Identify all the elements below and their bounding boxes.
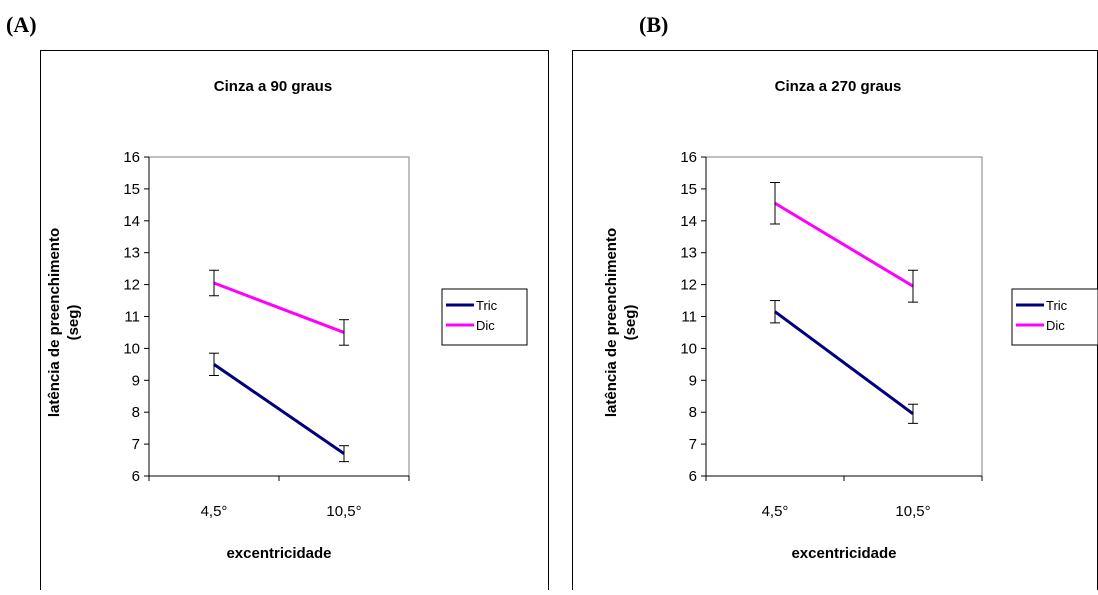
error-bar xyxy=(770,182,780,225)
y-tick-label: 11 xyxy=(124,309,140,326)
chart-svg-a: Cinza a 90 graus 6 7 8 9 10 11 12 13 14 15 16 4,5° 10… xyxy=(40,50,549,590)
y-tick-label: 8 xyxy=(132,404,140,421)
y-tick-label: 9 xyxy=(689,372,697,389)
y-tick-label: 11 xyxy=(681,309,697,326)
y-axis-label: latência de preenchimento xyxy=(603,228,620,417)
y-tick-label: 13 xyxy=(680,245,697,262)
legend-label-tric: Tric xyxy=(1046,298,1068,313)
legend-label-dic: Dic xyxy=(476,318,495,333)
chart-title: Cinza a 90 graus xyxy=(214,78,332,95)
y-tick-label: 14 xyxy=(123,213,140,230)
error-bar xyxy=(339,319,349,346)
chart-frame xyxy=(40,50,549,590)
chart-svg-b: Cinza a 270 graus 6 7 8 9 10 11 12 13 14 15 16 4,5° 1… xyxy=(572,50,1098,590)
y-tick-label: 15 xyxy=(123,181,140,198)
legend: Tric Dic xyxy=(1011,288,1098,346)
y-tick-label: 16 xyxy=(123,149,140,166)
y-axis-label: latência de preenchimento xyxy=(46,228,63,417)
series-line-dic xyxy=(774,201,914,288)
y-tick-label: 13 xyxy=(123,245,140,262)
y-tick-label: 16 xyxy=(680,149,697,166)
y-tick-label: 12 xyxy=(680,277,697,294)
error-bar xyxy=(209,269,219,297)
chart-panel-a: Cinza a 90 graus 6 7 8 9 10 11 12 13 14 15 16 4,5° 10… xyxy=(40,50,549,595)
chart-title: Cinza a 270 graus xyxy=(775,78,902,95)
x-tick-label: 10,5° xyxy=(895,503,930,520)
plot-area xyxy=(705,156,983,477)
y-tick-label: 8 xyxy=(689,404,697,421)
panel-label-a: (A) xyxy=(6,12,37,37)
legend-label-tric: Tric xyxy=(476,298,498,313)
x-axis-label: excentricidade xyxy=(226,545,331,562)
x-tick-label: 4,5° xyxy=(201,503,228,520)
y-tick-label: 7 xyxy=(689,436,697,453)
y-tick-label: 9 xyxy=(132,372,140,389)
y-tick-label: 14 xyxy=(680,213,697,230)
legend-label-dic: Dic xyxy=(1046,318,1065,333)
y-axis-label-unit: (seg) xyxy=(65,305,82,341)
y-tick-label: 7 xyxy=(132,436,140,453)
y-tick-label: 15 xyxy=(680,181,697,198)
x-tick-label: 4,5° xyxy=(762,503,789,520)
y-tick-label: 6 xyxy=(689,468,697,485)
error-bar xyxy=(339,445,349,463)
error-bar xyxy=(908,403,918,424)
y-tick-label: 10 xyxy=(123,340,140,357)
y-tick-label: 6 xyxy=(132,468,140,485)
x-axis-label: excentricidade xyxy=(791,545,896,562)
y-axis-label-unit: (seg) xyxy=(622,305,639,341)
panel-label-b: (B) xyxy=(639,12,669,37)
series-line-tric xyxy=(213,363,345,455)
legend-box xyxy=(441,288,528,346)
error-bar xyxy=(209,352,219,377)
x-tick-label: 10,5° xyxy=(326,503,361,520)
plot-area xyxy=(148,156,410,477)
chart-panel-b: Cinza a 270 graus 6 7 8 9 10 11 12 13 14 15 16 4,5° 1… xyxy=(572,50,1098,595)
y-tick-label: 12 xyxy=(123,277,140,294)
error-bar xyxy=(770,300,780,324)
series-line-tric xyxy=(774,310,914,416)
series-line-dic xyxy=(213,281,345,334)
legend: Tric Dic xyxy=(441,288,528,346)
legend-box xyxy=(1011,288,1098,346)
error-bar xyxy=(908,269,918,303)
y-tick-label: 10 xyxy=(680,340,697,357)
